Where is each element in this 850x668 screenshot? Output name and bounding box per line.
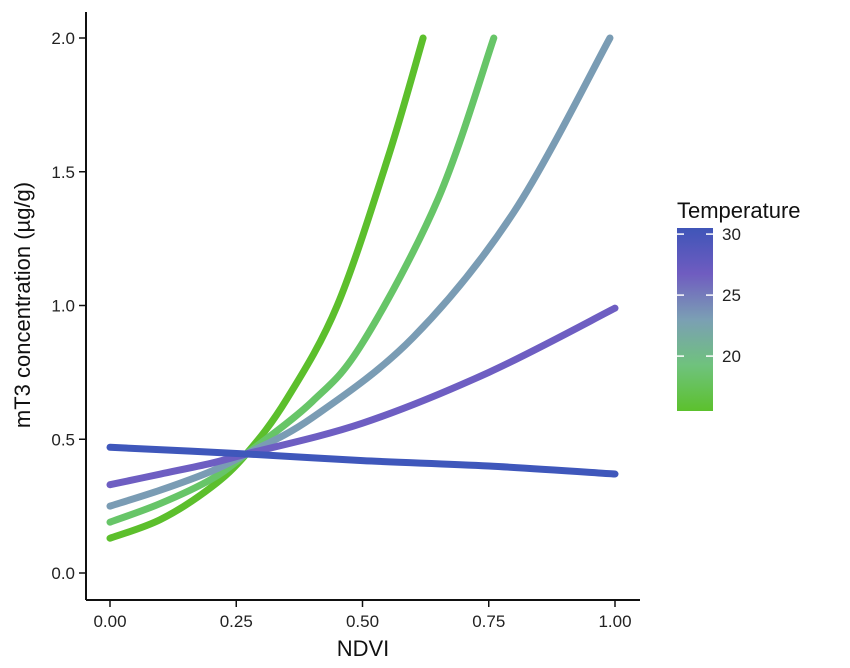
y-tick-label: 0.5	[51, 430, 75, 449]
legend-tick-label: 30	[722, 225, 741, 244]
x-tick-label: 0.00	[93, 612, 126, 631]
x-tick-label: 1.00	[598, 612, 631, 631]
legend: Temperature 20 25 30	[677, 198, 801, 411]
legend-tick-label: 20	[722, 347, 741, 366]
legend-colorbar	[677, 228, 713, 411]
series-line-3	[106, 304, 619, 489]
y-axis-title: mT3 concentration (µg/g)	[10, 182, 35, 428]
series-line-1	[106, 34, 498, 526]
x-tick-label: 0.75	[472, 612, 505, 631]
y-tick-label: 0.0	[51, 564, 75, 583]
y-tick-label: 2.0	[51, 29, 75, 48]
series-line-4	[106, 443, 619, 478]
series-line-2	[106, 34, 614, 510]
y-tick-label: 1.5	[51, 163, 75, 182]
series-lines	[106, 34, 619, 542]
x-tick-label: 0.50	[346, 612, 379, 631]
legend-ticks: 20 25 30	[677, 225, 741, 366]
x-axis-title: NDVI	[337, 636, 390, 661]
series-line-0	[106, 34, 427, 542]
legend-tick-label: 25	[722, 286, 741, 305]
y-axis-ticks: 0.0 0.5 1.0 1.5 2.0	[51, 29, 86, 583]
x-tick-label: 0.25	[220, 612, 253, 631]
legend-title: Temperature	[677, 198, 801, 223]
x-axis-ticks: 0.00 0.25 0.50 0.75 1.00	[93, 600, 632, 631]
y-tick-label: 1.0	[51, 297, 75, 316]
